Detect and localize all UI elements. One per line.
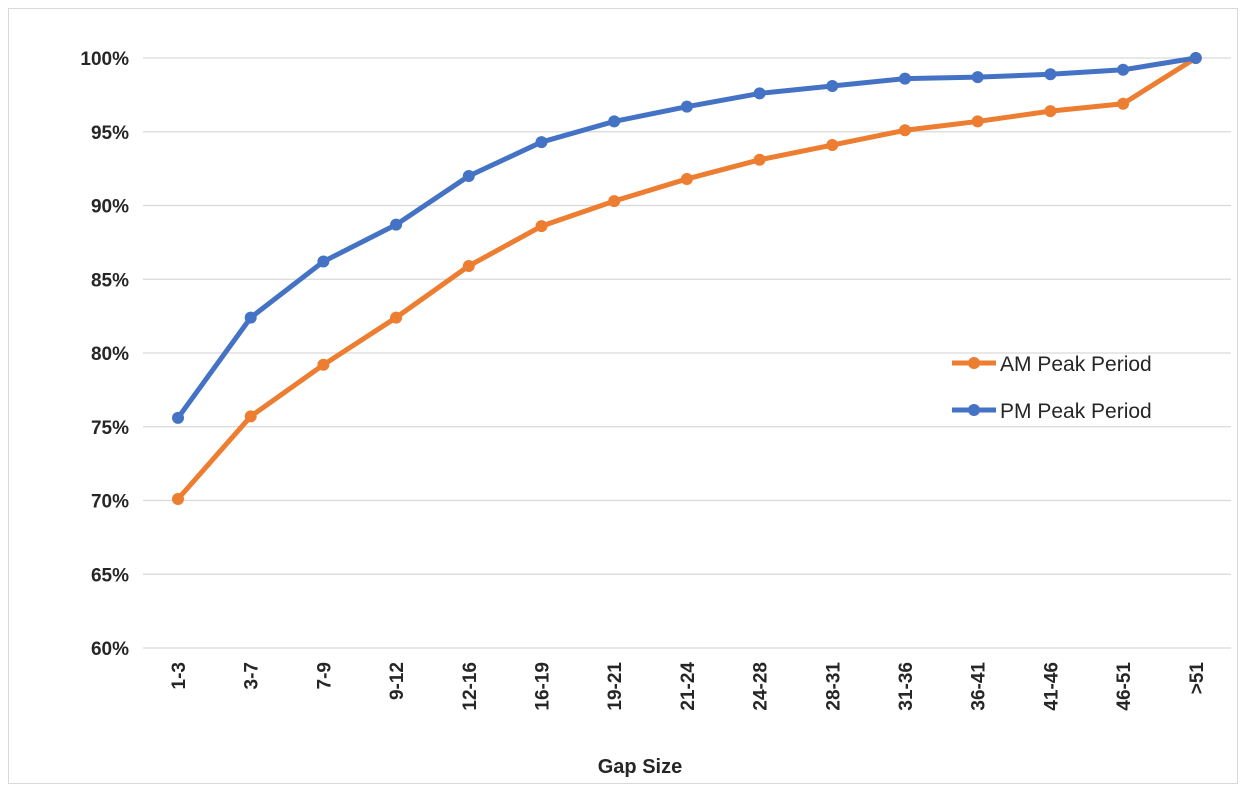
data-point <box>899 72 911 85</box>
y-tick-label: 85% <box>91 270 129 291</box>
data-point <box>608 115 621 128</box>
data-point <box>244 311 257 324</box>
series-line <box>175 55 1199 502</box>
legend-label-am: AM Peak Period <box>1000 353 1152 376</box>
series-pm <box>172 52 1202 424</box>
data-point <box>899 124 911 137</box>
data-point <box>608 195 621 208</box>
data-point <box>317 255 330 268</box>
x-tick-label: 7-9 <box>314 662 335 689</box>
x-tick-label: 16-19 <box>533 662 554 711</box>
x-tick-label: 24-28 <box>751 662 772 711</box>
data-point <box>390 218 403 231</box>
x-axis-title: Gap Size <box>598 756 682 778</box>
data-point <box>971 115 984 128</box>
legend-marker-am <box>968 357 980 369</box>
data-point <box>462 170 475 182</box>
y-tick-label: 65% <box>91 565 129 586</box>
x-tick-label: 12-16 <box>460 662 481 711</box>
data-point <box>535 220 548 233</box>
y-tick-label: 70% <box>91 492 129 513</box>
series-am <box>172 52 1202 506</box>
series-layer <box>172 52 1202 506</box>
x-tick-label: 31-36 <box>896 662 917 711</box>
y-tick-label: 95% <box>91 123 129 144</box>
x-tick-label: 9-12 <box>387 662 408 700</box>
data-point <box>753 87 766 100</box>
grid-layer <box>143 57 1231 649</box>
data-point <box>753 153 766 166</box>
y-tick-label: 80% <box>91 344 129 365</box>
legend-entry-pm: PM Peak Period <box>952 400 1152 423</box>
data-point <box>462 259 475 272</box>
y-axis-tick-labels: 60% 65% 70% 75% 80% 85% 90% 95% 100% <box>80 49 129 660</box>
data-point <box>826 80 839 93</box>
y-tick-label: 90% <box>91 197 129 218</box>
data-point <box>1044 68 1057 81</box>
legend-marker-pm <box>968 404 980 416</box>
x-tick-label: 41-46 <box>1041 662 1062 711</box>
data-point <box>244 410 257 423</box>
x-tick-label: 21-24 <box>678 662 699 711</box>
x-tick-label: 3-7 <box>242 662 263 689</box>
x-tick-label: 36-41 <box>969 662 990 711</box>
data-point <box>535 136 548 149</box>
data-point <box>1189 52 1202 64</box>
x-tick-label: 28-31 <box>823 662 844 711</box>
data-point <box>680 100 693 113</box>
data-point <box>390 311 403 324</box>
data-point <box>826 139 839 152</box>
x-axis-tick-labels: 1-3 3-7 7-9 9-12 12-16 16-19 19-21 21-24 24-28 28… <box>169 662 1208 711</box>
chart-frame <box>8 8 1238 784</box>
data-point <box>971 71 984 84</box>
data-point <box>680 172 693 185</box>
x-tick-label: 1-3 <box>169 662 190 689</box>
y-tick-label: 75% <box>91 418 129 439</box>
x-tick-label: 19-21 <box>605 662 626 711</box>
y-tick-label: 60% <box>91 639 129 660</box>
data-point <box>1044 105 1057 118</box>
legend-label-pm: PM Peak Period <box>1000 400 1152 423</box>
legend-entry-am: AM Peak Period <box>952 353 1152 376</box>
legend: AM Peak Period PM Peak Period <box>952 353 1152 423</box>
x-tick-label: >51 <box>1187 662 1208 695</box>
data-point <box>1117 97 1130 110</box>
data-point <box>172 493 184 506</box>
data-point <box>1117 63 1130 76</box>
y-tick-label: 100% <box>80 49 129 70</box>
x-tick-label: 46-51 <box>1114 662 1135 711</box>
data-point <box>317 358 330 371</box>
data-point <box>172 411 184 424</box>
